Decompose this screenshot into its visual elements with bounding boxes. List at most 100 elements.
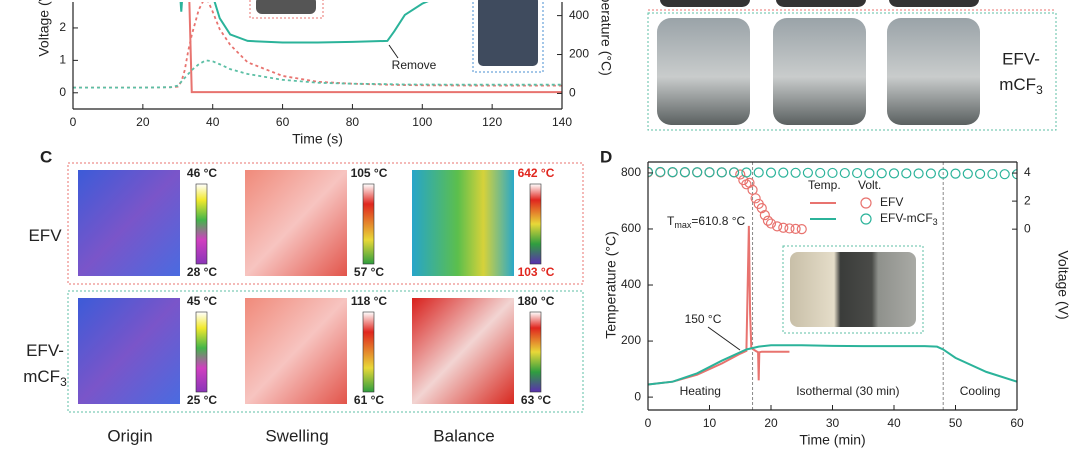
inset-frame (782, 245, 924, 334)
x-tick-label: 20 (136, 115, 150, 129)
photo (657, 18, 750, 125)
legend-marker (860, 197, 872, 209)
label-subscript: 3 (1036, 83, 1043, 97)
y-tick-label: 200 (621, 333, 641, 347)
data-point (744, 177, 755, 188)
scale-min: 63 °C (521, 393, 551, 407)
annotation-arrow (388, 44, 399, 59)
y-tick-label: 600 (621, 221, 641, 235)
data-point (772, 221, 783, 232)
x-tick-label: 100 (412, 115, 432, 129)
data-point (913, 168, 924, 179)
y2-tick-label: 4 (1024, 165, 1031, 179)
frame (647, 12, 1057, 131)
data-line (648, 344, 1017, 386)
y-tick-label: 0 (634, 389, 641, 403)
annotation: Tmax=610.8 °C (667, 214, 746, 230)
y2-tick-label: 2 (1024, 193, 1031, 207)
data-point (864, 168, 875, 179)
data-point (759, 210, 770, 221)
data-point (790, 167, 801, 178)
x-tick-label: 80 (346, 115, 360, 129)
photo (776, 0, 866, 7)
data-point (741, 167, 752, 178)
data-point (974, 168, 986, 180)
data-point (938, 168, 949, 179)
thermal-image (245, 298, 347, 404)
data-point (851, 167, 863, 179)
scale-max: 46 °C (187, 166, 217, 180)
data-point (888, 168, 900, 179)
column-label: Swelling (265, 426, 328, 445)
thermal-image (78, 298, 180, 404)
data-point (765, 167, 777, 178)
data-point (796, 224, 807, 235)
thermal-image (245, 170, 347, 276)
photo (660, 0, 750, 7)
plot-area (73, 2, 562, 94)
data-point (750, 193, 761, 204)
data-point (692, 167, 703, 178)
frame (67, 162, 584, 285)
scale-max: 45 °C (187, 294, 217, 308)
scale-max: 105 °C (351, 166, 388, 180)
row-label-subscript: 3 (60, 375, 67, 389)
x-tick-label: 60 (276, 115, 290, 129)
label-part: mCF (999, 75, 1036, 94)
sample-label: EFV- (1002, 49, 1040, 68)
x-tick-label: 0 (645, 416, 652, 430)
annotation-subscript: max (674, 220, 692, 230)
annotation-arrow (707, 326, 741, 351)
color-bar (362, 311, 375, 393)
legend-subscript: 3 (933, 217, 938, 227)
annotation: 150 °C (685, 312, 722, 326)
data-point (901, 168, 912, 179)
y-tick-label: 2 (59, 20, 66, 34)
legend-header: Temp. (808, 178, 841, 192)
plot-area (648, 166, 1017, 386)
x-tick-label: 0 (70, 115, 77, 129)
legend-header: Volt. (858, 178, 881, 192)
color-bar (529, 311, 542, 393)
data-point (735, 169, 746, 180)
phase-label: Cooling (960, 384, 1001, 398)
column-label: Balance (433, 426, 494, 445)
data-point (839, 167, 850, 179)
legend-part: EFV (880, 195, 903, 209)
y2-tick-label: 0 (569, 86, 576, 100)
data-point (778, 222, 789, 233)
row-label-part: EFV- (26, 341, 64, 360)
annotation-part: =610.8 °C (691, 214, 745, 228)
data-point (987, 168, 998, 180)
data-point (778, 167, 789, 178)
x-tick-label: 10 (703, 416, 717, 430)
data-point (756, 203, 767, 214)
data-point (925, 168, 937, 179)
y2-tick-label: 200 (569, 47, 589, 61)
y2-tick-label: 0 (1024, 221, 1031, 235)
panel-label: C (40, 147, 52, 166)
data-point (784, 223, 795, 234)
scale-min: 61 °C (354, 393, 384, 407)
legend-marker (860, 213, 872, 225)
inset-photo (256, 0, 316, 14)
x-tick-label: 30 (826, 416, 840, 430)
x-tick-label: 120 (482, 115, 502, 129)
data-line (73, 59, 562, 89)
data-point (962, 168, 973, 179)
data-point (648, 166, 654, 178)
row-label: EFV- (26, 341, 64, 360)
data-line (188, 2, 562, 94)
row-label-part: mCF (23, 367, 60, 386)
data-point (802, 167, 814, 178)
column-label: Origin (107, 426, 152, 445)
annotation: Remove (392, 58, 437, 72)
x-tick-label: 40 (206, 115, 220, 129)
y-tick-label: 800 (621, 165, 641, 179)
data-point (716, 167, 727, 178)
sample-label: mCF3 (999, 75, 1043, 97)
y2-axis-label: Temperature (°C) (598, 0, 614, 76)
color-bar (362, 183, 375, 265)
data-point (728, 167, 740, 178)
